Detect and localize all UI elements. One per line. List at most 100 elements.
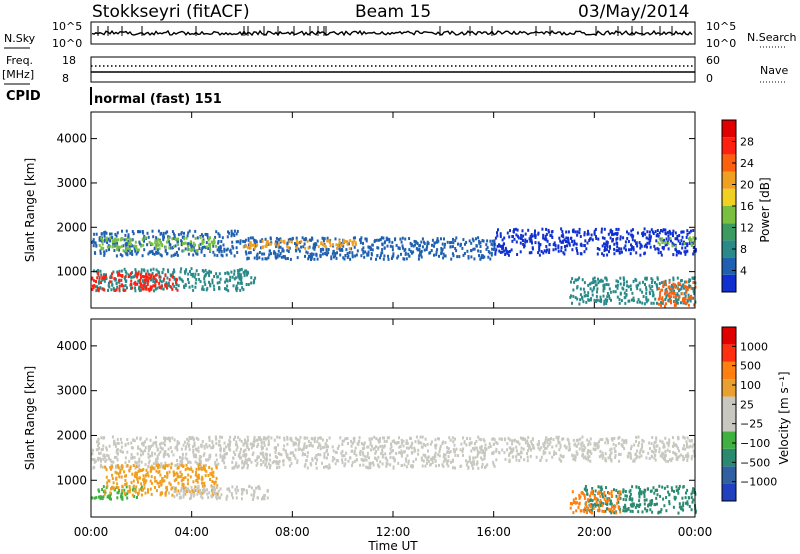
data-cell [461, 246, 464, 250]
data-cell [559, 443, 562, 447]
data-cell [214, 461, 217, 464]
data-cell [187, 277, 189, 281]
data-cell [136, 461, 139, 465]
data-cell [104, 459, 107, 463]
data-cell [94, 285, 97, 289]
data-cell [238, 438, 241, 442]
data-cell [334, 254, 337, 258]
data-cell [682, 504, 685, 508]
data-cell [566, 240, 569, 244]
data-cell [164, 439, 167, 443]
data-cell [496, 231, 498, 235]
data-cell [363, 255, 366, 259]
data-cell [412, 250, 415, 254]
data-cell [456, 255, 459, 259]
data-cell [216, 275, 219, 279]
data-cell [602, 284, 605, 288]
data-cell [136, 248, 139, 252]
data-cell [648, 284, 651, 288]
data-cell [151, 249, 154, 253]
data-cell [673, 289, 675, 293]
data-cell [511, 239, 514, 243]
data-cell [242, 454, 245, 458]
data-cell [657, 241, 660, 245]
data-cell [218, 272, 221, 276]
data-cell [597, 237, 600, 241]
data-cell [636, 449, 639, 453]
data-cell [144, 279, 146, 282]
data-cell [577, 506, 580, 510]
data-cell [437, 453, 440, 457]
data-cell [170, 286, 173, 289]
data-cell [644, 243, 647, 247]
data-cell [241, 461, 244, 465]
data-cell [164, 283, 167, 287]
data-cell [571, 490, 574, 494]
data-cell [235, 232, 238, 236]
data-cell [124, 474, 127, 478]
data-cell [631, 228, 634, 232]
data-cell [156, 251, 159, 255]
data-cell [656, 287, 659, 291]
data-cell [470, 449, 473, 453]
data-cell [265, 244, 268, 248]
data-cell [131, 446, 134, 450]
data-cell [589, 494, 591, 498]
data-cell [188, 448, 191, 452]
data-cell [640, 492, 643, 496]
data-cell [251, 243, 254, 247]
data-cell [187, 439, 190, 443]
data-cell [322, 243, 324, 247]
data-cell [528, 444, 531, 448]
data-cell [598, 440, 600, 444]
data-cell [652, 232, 655, 235]
data-cell [171, 230, 174, 234]
data-cell [145, 479, 148, 483]
data-cell [195, 471, 198, 474]
data-cell [424, 437, 427, 441]
data-cell [353, 460, 356, 463]
data-cell [249, 241, 252, 245]
data-cell [412, 460, 415, 464]
data-cell [664, 298, 667, 301]
data-cell [662, 228, 665, 232]
data-cell [567, 448, 570, 452]
data-cell [131, 455, 134, 459]
data-cell [439, 447, 442, 451]
beam-title: Beam 15 [355, 2, 431, 22]
data-cell [233, 272, 236, 276]
data-cell [473, 257, 476, 261]
data-cell [118, 278, 121, 282]
data-cell [190, 485, 193, 489]
data-cell [662, 280, 665, 284]
data-cell [150, 492, 153, 496]
data-cell [544, 237, 547, 241]
data-cell [287, 238, 290, 242]
data-cell [606, 507, 609, 511]
data-cell [493, 438, 496, 442]
data-cell [133, 489, 136, 493]
data-cell [209, 478, 211, 481]
data-cell [103, 279, 106, 283]
data-cell [172, 268, 175, 272]
data-cell [171, 237, 174, 241]
data-cell [619, 510, 622, 514]
data-cell [386, 244, 389, 248]
data-cell [347, 459, 350, 463]
data-cell [319, 444, 322, 448]
data-cell [282, 249, 285, 253]
data-cell [592, 287, 595, 291]
velocity-ylabel: Slant Range [km] [23, 366, 37, 470]
data-cell [573, 239, 576, 243]
data-cell [274, 451, 277, 454]
data-cell [601, 438, 604, 441]
data-cell [643, 502, 646, 506]
data-cell [187, 478, 189, 482]
data-cell [631, 509, 634, 513]
data-cell [208, 269, 211, 273]
data-cell [576, 233, 579, 237]
data-cell [643, 488, 646, 492]
data-cell [402, 246, 404, 250]
data-cell [160, 284, 163, 288]
